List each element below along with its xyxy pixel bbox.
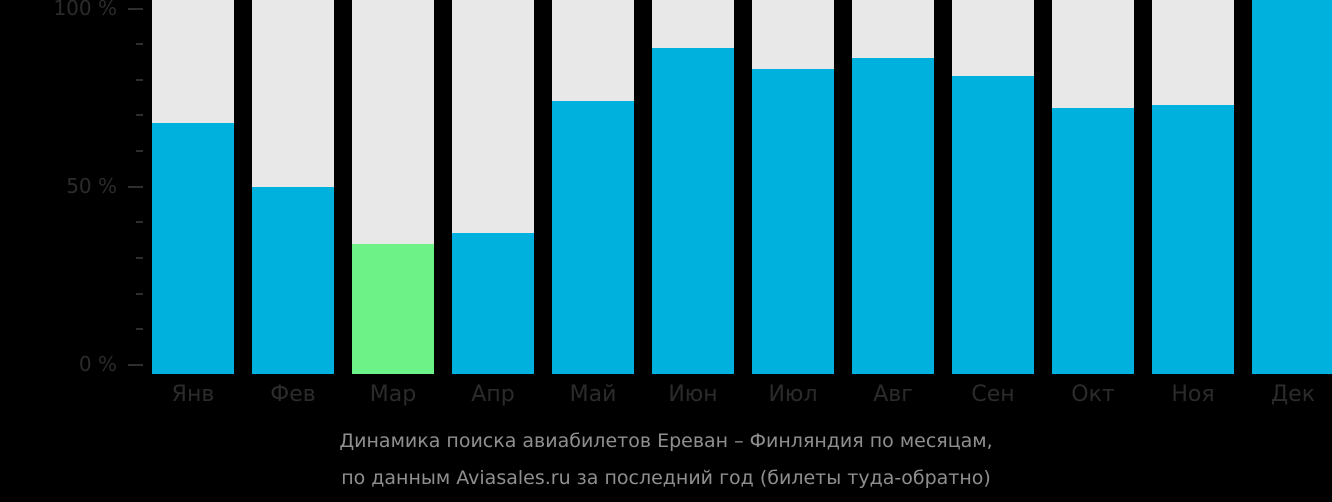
bar-value: [352, 243, 434, 374]
x-tick-label: Мар: [369, 382, 417, 407]
bar-5[interactable]: [552, 0, 634, 374]
minor-tick: [136, 150, 143, 153]
x-tick-label: Ноя: [1171, 382, 1215, 407]
minor-tick: [136, 78, 143, 81]
bar-value: [1052, 108, 1134, 374]
x-tick-label: Сен: [971, 382, 1015, 407]
bar-7[interactable]: [752, 0, 834, 374]
minor-tick: [136, 114, 143, 117]
bar-value: [252, 186, 334, 374]
y-tick-label: 50 %: [66, 173, 117, 198]
minor-tick: [136, 328, 143, 331]
x-tick-label: Янв: [171, 382, 215, 407]
minor-tick: [136, 292, 143, 295]
minor-tick: [136, 221, 143, 224]
bar-value: [752, 69, 834, 374]
bar-4[interactable]: [452, 0, 534, 374]
bar-value: [152, 122, 234, 374]
minor-tick: [136, 257, 143, 260]
major-tick: [128, 7, 143, 10]
minor-tick: [136, 43, 143, 46]
bar-12[interactable]: [1252, 0, 1332, 374]
x-tick-label: Июл: [768, 382, 818, 407]
bar-value: [652, 47, 734, 374]
x-tick-label: Дек: [1270, 382, 1315, 407]
bar-9[interactable]: [952, 0, 1034, 374]
bar-value: [1252, 0, 1332, 374]
x-tick-label: Апр: [471, 382, 515, 407]
y-tick-label: 100 %: [53, 0, 117, 20]
bar-6[interactable]: [652, 0, 734, 374]
bar-8[interactable]: [852, 0, 934, 374]
major-tick: [128, 364, 143, 366]
x-tick-label: Июн: [668, 382, 718, 407]
x-tick-label: Авг: [873, 382, 913, 407]
bar-value: [852, 58, 934, 374]
bar-10[interactable]: [1052, 0, 1134, 374]
x-tick-label: Фев: [270, 382, 316, 407]
bar-1[interactable]: [152, 0, 234, 374]
x-tick-label: Окт: [1071, 382, 1115, 407]
x-tick-label: Май: [569, 382, 617, 407]
chart-caption-line-2: по данным Aviasales.ru за последний год …: [341, 467, 991, 489]
bar-value: [1152, 104, 1234, 374]
bar-3[interactable]: [352, 0, 434, 374]
bar-value: [452, 233, 534, 374]
y-tick-label: 0 %: [78, 352, 117, 376]
chart-caption-line-1: Динамика поиска авиабилетов Ереван – Фин…: [339, 430, 993, 452]
bar-2[interactable]: [252, 0, 334, 374]
bar-value: [952, 76, 1034, 374]
major-tick: [128, 185, 143, 188]
bar-11[interactable]: [1152, 0, 1234, 374]
bar-value: [552, 101, 634, 374]
